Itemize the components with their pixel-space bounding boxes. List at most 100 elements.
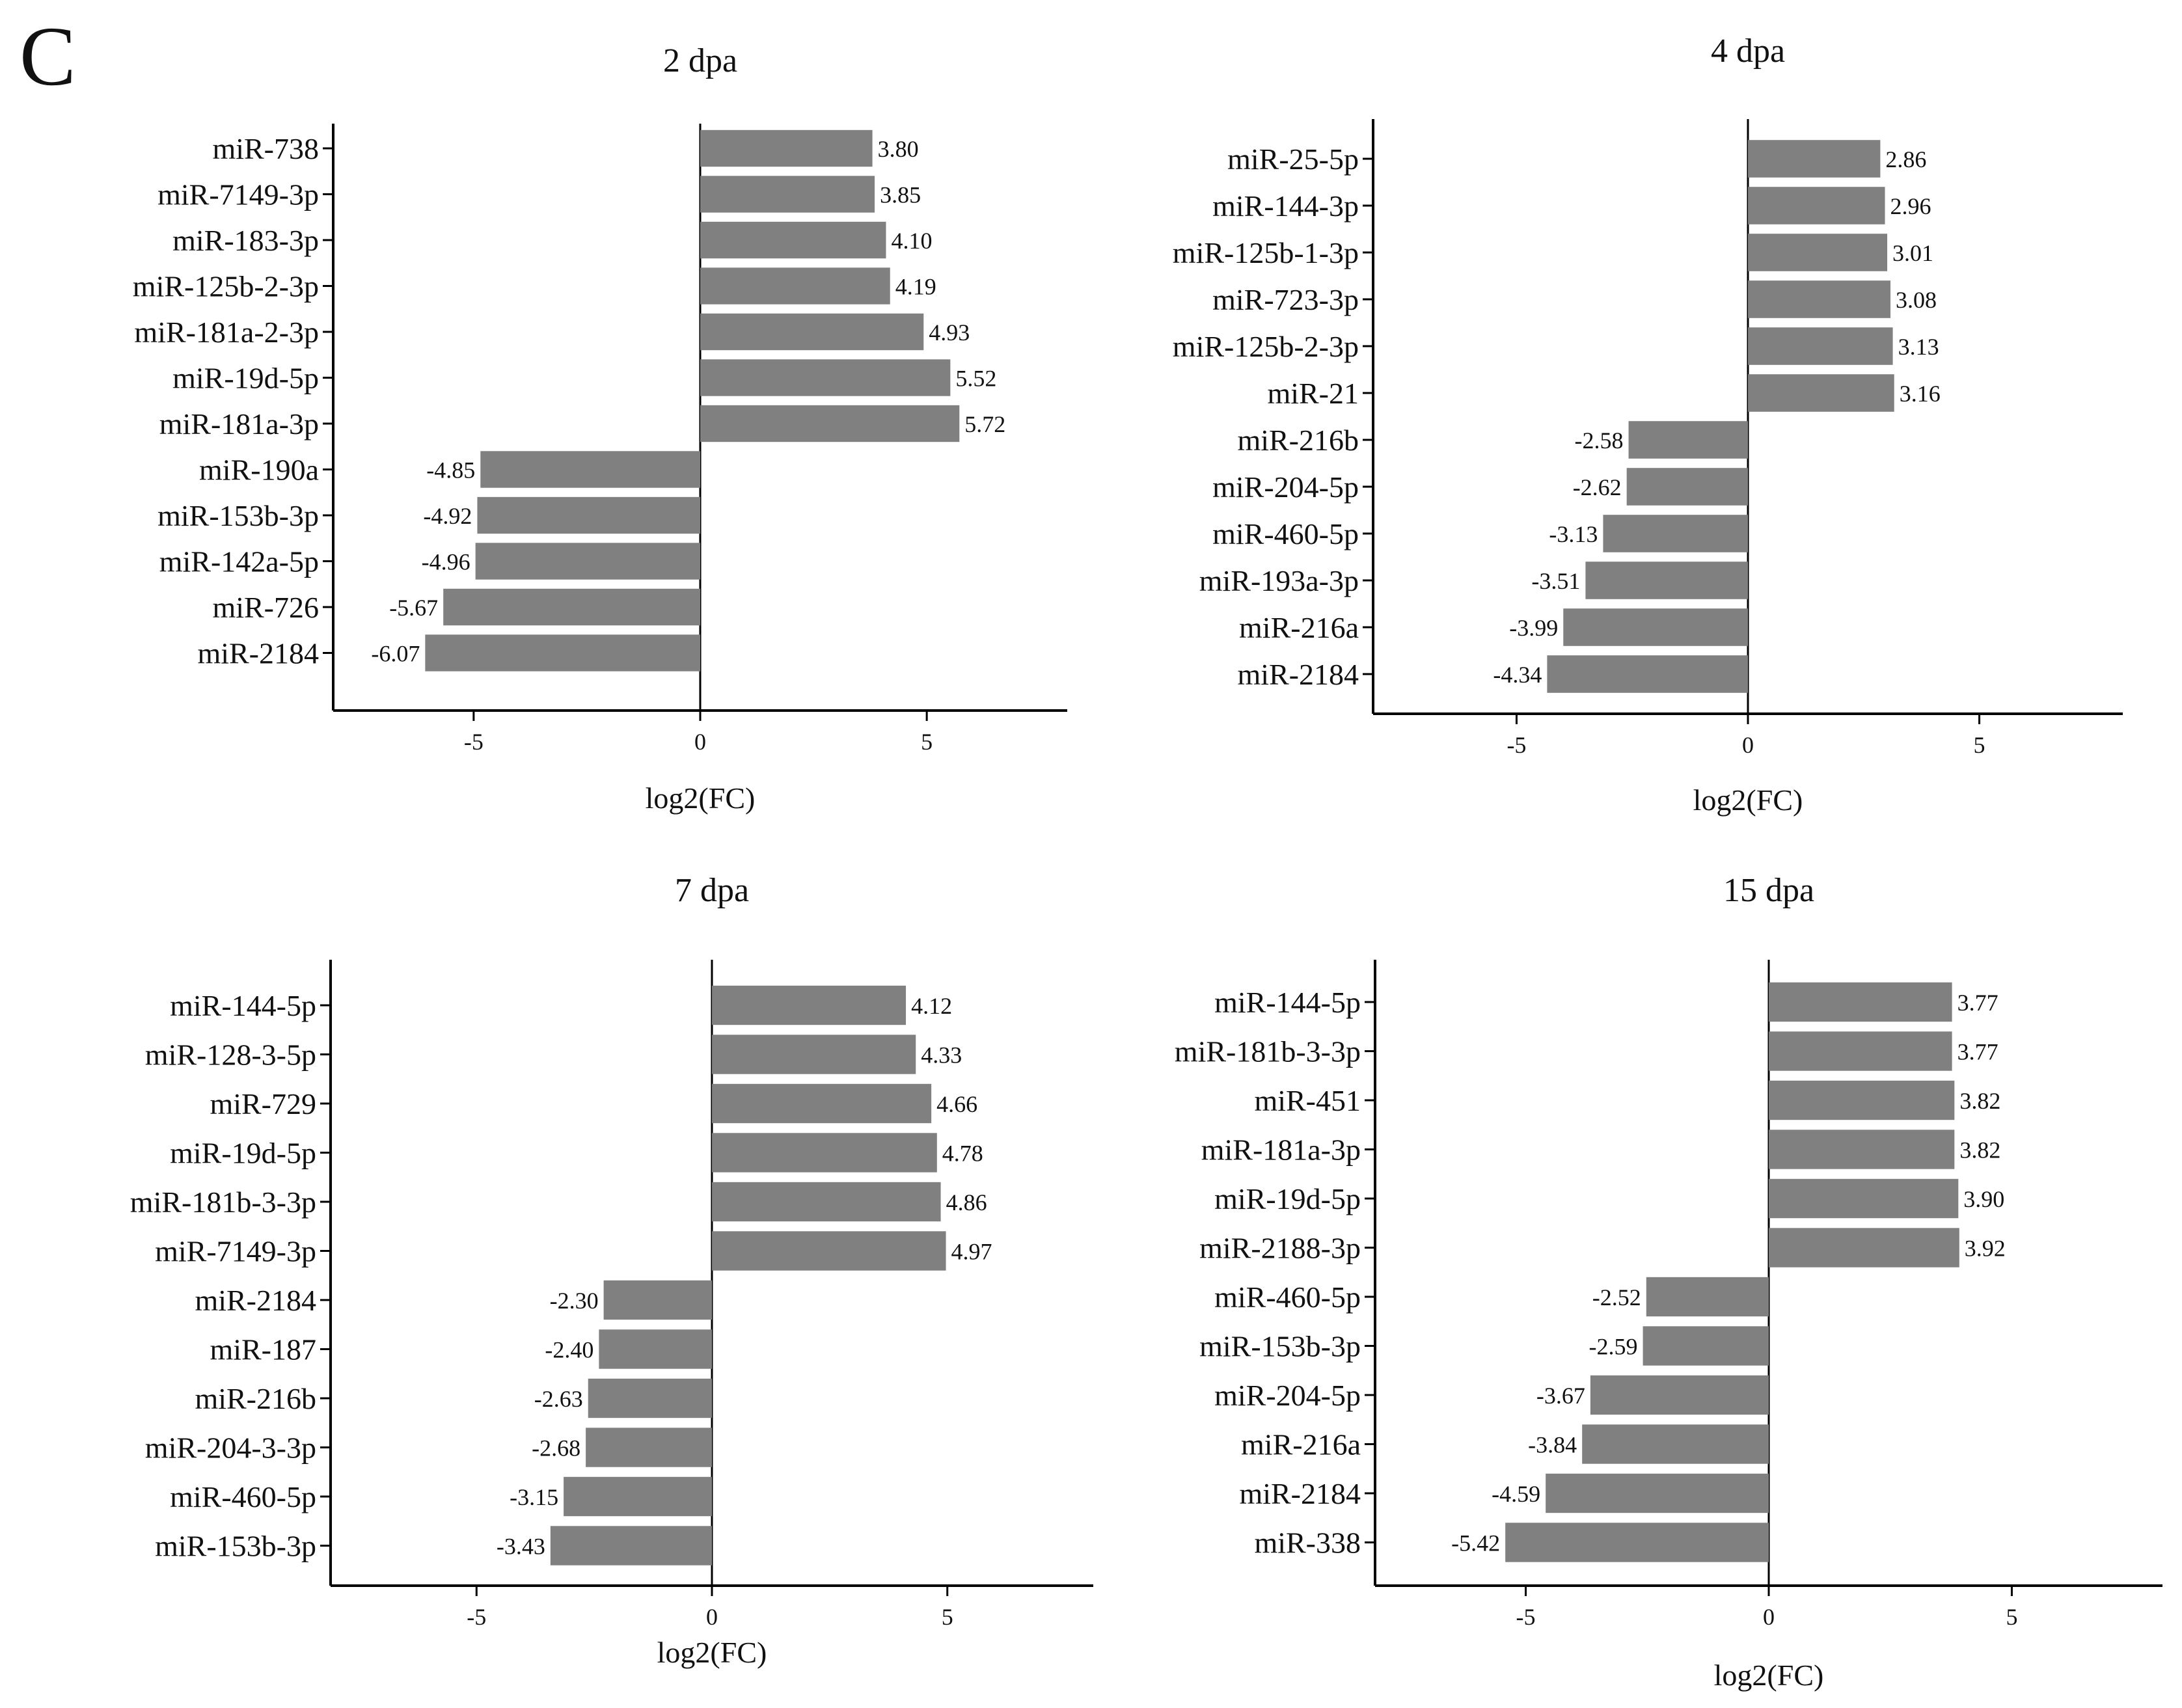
- bar: [712, 1083, 932, 1124]
- value-label: -3.51: [1531, 568, 1580, 594]
- category-label: miR-21: [1267, 377, 1359, 410]
- value-label: 4.19: [895, 274, 936, 300]
- bar: [1546, 1473, 1769, 1513]
- value-label: -3.99: [1509, 615, 1558, 641]
- value-label: 4.10: [891, 228, 932, 254]
- category-label: miR-216a: [1239, 611, 1359, 644]
- x-tick-label: -5: [1507, 732, 1526, 758]
- bar: [700, 313, 924, 351]
- category-label: miR-187: [210, 1333, 316, 1366]
- category-label: miR-2184: [197, 637, 319, 670]
- chart-title: 7 dpa: [675, 872, 749, 909]
- category-label: miR-460-5p: [170, 1480, 316, 1513]
- value-label: 3.85: [880, 182, 921, 208]
- value-label: -3.67: [1536, 1383, 1585, 1409]
- category-label: miR-183-3p: [172, 224, 319, 257]
- category-label: miR-128-3-5p: [145, 1038, 316, 1072]
- category-label: miR-153b-3p: [157, 499, 319, 532]
- category-label: miR-2184: [1239, 1477, 1361, 1510]
- bar: [443, 588, 700, 626]
- category-label: miR-181a-2-3p: [134, 316, 319, 349]
- category-label: miR-7149-3p: [157, 178, 319, 211]
- x-tick-label: 0: [1742, 732, 1754, 758]
- x-axis-label: log2(FC): [657, 1636, 767, 1669]
- value-label: -2.68: [532, 1435, 580, 1461]
- x-tick-label: 5: [2006, 1604, 2017, 1630]
- category-label: miR-738: [212, 132, 319, 165]
- value-label: -4.96: [422, 549, 470, 575]
- category-label: miR-153b-3p: [1199, 1330, 1361, 1363]
- category-label: miR-204-3-3p: [145, 1431, 316, 1465]
- bar: [586, 1428, 712, 1467]
- value-label: 3.82: [1959, 1137, 2000, 1163]
- value-label: 3.82: [1959, 1088, 2000, 1114]
- x-tick-label: -5: [467, 1604, 486, 1630]
- category-label: miR-25-5p: [1227, 142, 1359, 176]
- category-label: miR-204-5p: [1214, 1379, 1361, 1412]
- bar: [425, 634, 700, 671]
- value-label: 3.77: [1957, 990, 1998, 1016]
- chart-7dpa: 7 dpa -5 0 5 log2(FC) miR-144-5p 4.12 miR-128-3…: [130, 872, 1093, 1669]
- bar: [1585, 562, 1748, 599]
- value-label: -3.84: [1528, 1432, 1577, 1458]
- value-label: 4.93: [929, 319, 970, 346]
- category-label: miR-181b-3-3p: [130, 1186, 316, 1219]
- bar: [1769, 982, 1952, 1022]
- value-label: -2.59: [1589, 1334, 1638, 1360]
- bar: [700, 267, 890, 305]
- bar: [1505, 1523, 1769, 1562]
- value-label: -2.63: [534, 1386, 583, 1412]
- value-label: -2.62: [1573, 474, 1622, 500]
- bar: [712, 1133, 937, 1173]
- value-label: -3.43: [497, 1534, 545, 1560]
- bar: [475, 543, 700, 580]
- value-label: -2.40: [545, 1337, 593, 1363]
- category-label: miR-19d-5p: [1214, 1182, 1361, 1215]
- category-label: miR-181b-3-3p: [1175, 1035, 1361, 1068]
- bar: [1646, 1277, 1769, 1317]
- category-label: miR-19d-5p: [170, 1137, 316, 1170]
- chart-4dpa: 4 dpa -5 0 5 log2(FC) miR-25-5p 2.86 miR-144-3p…: [1173, 33, 2123, 817]
- value-label: 3.16: [1900, 381, 1941, 407]
- bar: [712, 985, 907, 1025]
- bar: [1590, 1375, 1769, 1415]
- value-label: 3.80: [878, 136, 919, 162]
- value-label: 3.01: [1892, 240, 1933, 266]
- x-tick-label: 5: [942, 1604, 953, 1630]
- x-tick-label: -5: [1516, 1604, 1536, 1630]
- category-label: miR-181a-3p: [159, 407, 319, 441]
- bar: [1628, 421, 1748, 459]
- category-label: miR-2184: [1237, 658, 1359, 691]
- value-label: 5.72: [964, 411, 1005, 437]
- bar: [1643, 1326, 1769, 1366]
- x-axis-label: log2(FC): [646, 781, 756, 815]
- bar: [712, 1231, 946, 1271]
- category-label: miR-460-5p: [1212, 517, 1359, 550]
- x-tick-label: 0: [1763, 1604, 1775, 1630]
- x-axis-label: log2(FC): [1714, 1659, 1824, 1692]
- bar: [700, 176, 875, 213]
- value-label: 3.08: [1896, 287, 1937, 313]
- bar: [712, 1182, 941, 1222]
- category-label: miR-2188-3p: [1199, 1232, 1361, 1265]
- value-label: 4.66: [936, 1091, 977, 1117]
- bar: [480, 451, 700, 488]
- bar: [1748, 187, 1885, 224]
- bar: [1547, 655, 1748, 693]
- value-label: -6.07: [371, 641, 420, 667]
- value-label: 4.78: [942, 1141, 983, 1167]
- chart-title: 2 dpa: [663, 42, 737, 79]
- bar: [1748, 374, 1894, 412]
- value-label: -2.58: [1575, 427, 1624, 454]
- value-label: 3.90: [1963, 1186, 2004, 1212]
- bar: [599, 1329, 712, 1369]
- value-label: -4.92: [423, 503, 472, 529]
- value-label: -4.59: [1492, 1481, 1540, 1507]
- chart-title: 4 dpa: [1711, 33, 1785, 70]
- category-label: miR-726: [212, 591, 319, 624]
- value-label: 3.13: [1898, 334, 1939, 360]
- value-label: 4.86: [946, 1189, 987, 1215]
- category-label: miR-7149-3p: [155, 1235, 316, 1268]
- bar: [700, 359, 951, 396]
